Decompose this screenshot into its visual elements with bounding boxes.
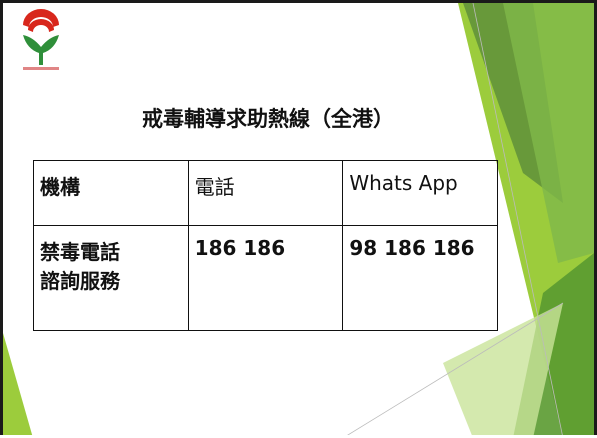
- cell-text: 禁毒電話諮詢服務: [40, 236, 126, 294]
- table-cell: 98 186 186: [343, 226, 498, 331]
- slide-title: 戒毒輔導求助熱線（全港）: [3, 103, 533, 133]
- green-band: [3, 333, 33, 435]
- hotline-table: 機構 電話 Whats App 禁毒電話諮詢服務 186 186 98 186 …: [33, 160, 498, 331]
- table-cell: 186 186: [188, 226, 343, 331]
- table-cell: 禁毒電話諮詢服務: [34, 226, 189, 331]
- table-cell: 電話: [188, 161, 343, 226]
- table-row: 禁毒電話諮詢服務 186 186 98 186 186: [34, 226, 498, 331]
- logo: [23, 9, 59, 70]
- slide: 戒毒輔導求助熱線（全港） 機構 電話 Whats App 禁毒電話諮詢服務 18…: [0, 0, 597, 435]
- table-row: 機構 電話 Whats App: [34, 161, 498, 226]
- table-cell: 機構: [34, 161, 189, 226]
- table-cell: Whats App: [343, 161, 498, 226]
